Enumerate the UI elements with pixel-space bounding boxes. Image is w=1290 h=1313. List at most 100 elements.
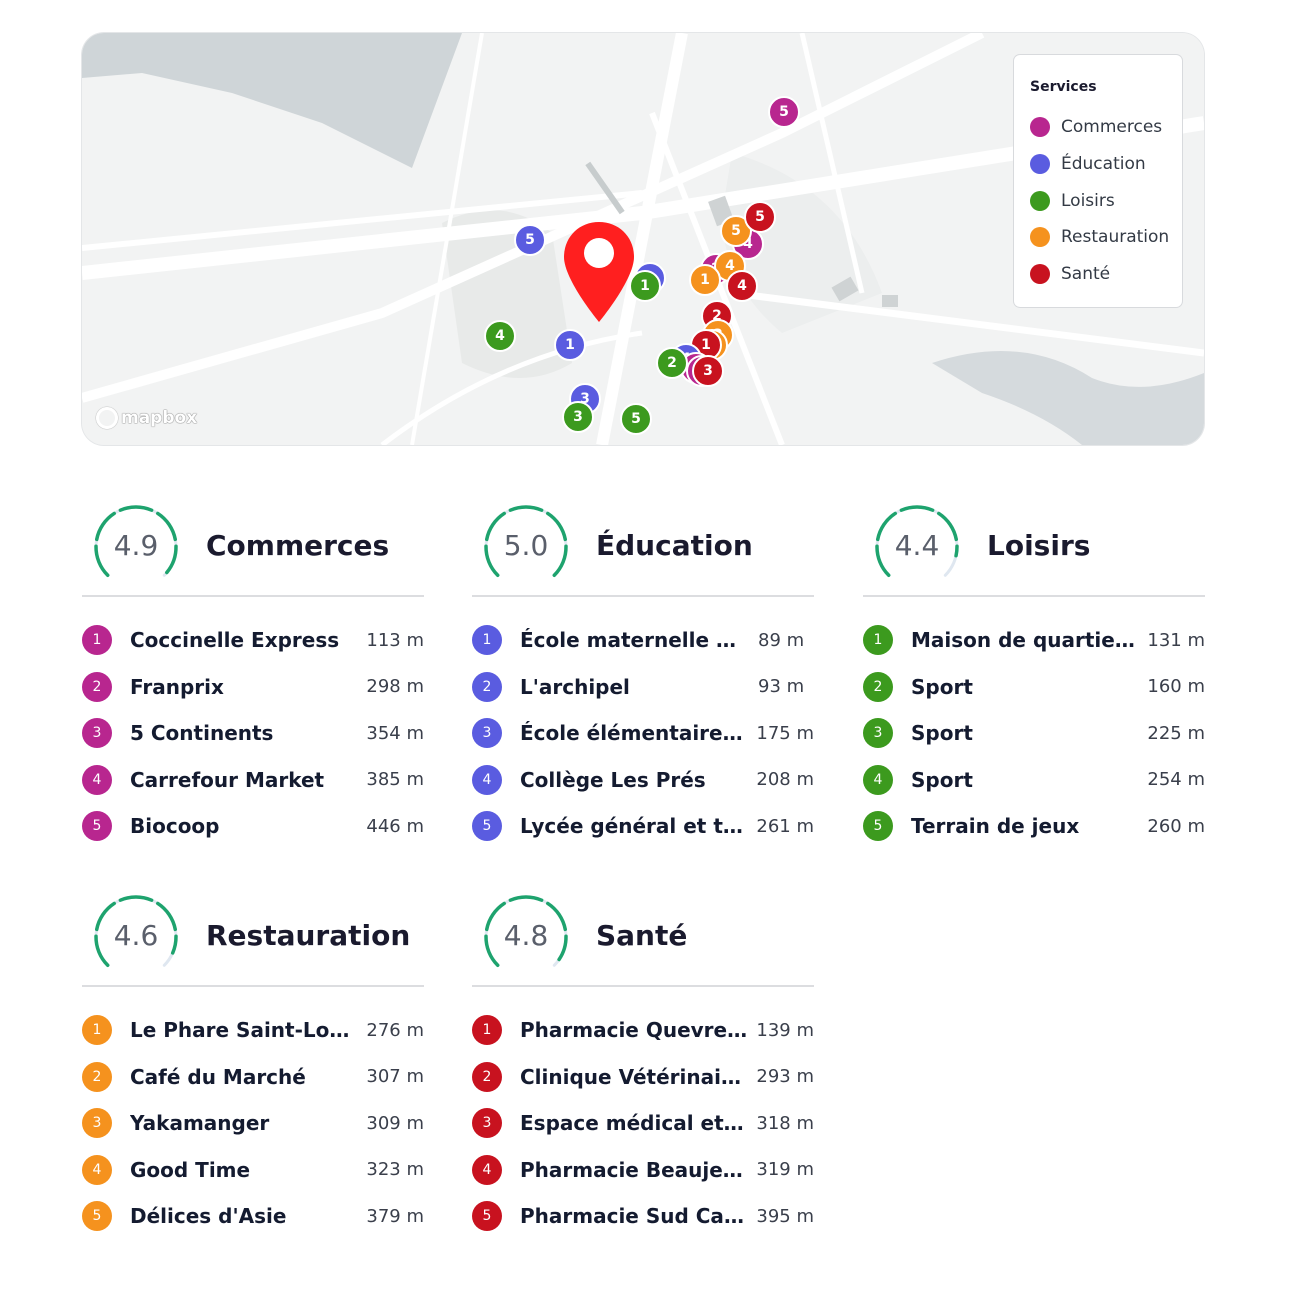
poi-row[interactable]: 5 Biocoop 446 m <box>82 803 424 850</box>
poi-distance: 131 m <box>1147 629 1205 651</box>
poi-list: 1 Pharmacie Quevreux 139 m 2 Clinique Vétéri… <box>472 1007 814 1240</box>
poi-name: Clinique Vétérinaire... <box>520 1064 749 1089</box>
map-marker-sante-3[interactable]: 3 <box>692 355 724 387</box>
legend-dot-sante <box>1030 264 1050 285</box>
poi-distance: 175 m <box>756 722 814 744</box>
map-marker-loisirs-2[interactable]: 2 <box>656 347 688 379</box>
poi-row[interactable]: 5 Lycée général et tec... 261 m <box>472 803 814 850</box>
legend-label: Restauration <box>1061 227 1170 248</box>
category-title: Loisirs <box>987 528 1091 562</box>
poi-row[interactable]: 5 Terrain de jeux 260 m <box>863 803 1205 850</box>
poi-rank-badge: 5 <box>472 1201 502 1232</box>
legend-label: Éducation <box>1061 154 1146 175</box>
score-value: 4.8 <box>503 918 549 952</box>
services-map[interactable]: 5 5 2 1 4 1 3 3 5 4 5 5 2 4 1 4 2 2 3 1 … <box>82 33 1204 445</box>
poi-row[interactable]: 4 Sport 254 m <box>863 757 1205 804</box>
poi-distance: 446 m <box>366 815 424 837</box>
legend-title: Services <box>1030 79 1097 95</box>
poi-row[interactable]: 1 Maison de quartier A... 131 m <box>863 617 1205 664</box>
poi-row[interactable]: 2 Café du Marché 307 m <box>82 1054 424 1101</box>
legend-item-loisirs: Loisirs <box>1030 182 1182 219</box>
poi-rank-badge: 4 <box>472 764 502 795</box>
legend-dot-loisirs <box>1030 190 1050 211</box>
category-title: Commerces <box>206 528 390 562</box>
legend-dot-commerces <box>1030 117 1050 138</box>
score-gauge: 5.0 <box>476 503 576 587</box>
legend-label: Loisirs <box>1061 190 1115 211</box>
poi-rank-badge: 3 <box>863 718 893 749</box>
category-commerces: 4.9 Commerces 1 Coccinelle Express 113 m 2 Fra… <box>82 495 424 850</box>
poi-name: Sport <box>911 674 973 699</box>
map-marker-education-5[interactable]: 5 <box>514 224 546 256</box>
poi-name: Espace médical et d... <box>520 1111 749 1136</box>
poi-distance: 254 m <box>1147 769 1205 791</box>
poi-distance: 379 m <box>366 1205 424 1227</box>
poi-row[interactable]: 5 Délices d'Asie 379 m <box>82 1193 424 1240</box>
poi-rank-badge: 1 <box>82 625 112 656</box>
poi-row[interactable]: 2 Franprix 298 m <box>82 664 424 711</box>
poi-name: Délices d'Asie <box>130 1204 287 1229</box>
poi-name: Le Phare Saint-Louis <box>130 1018 359 1043</box>
poi-name: Coccinelle Express <box>130 628 340 653</box>
map-marker-loisirs-1[interactable]: 1 <box>629 270 661 302</box>
poi-row[interactable]: 3 Sport 225 m <box>863 710 1205 757</box>
poi-row[interactable]: 2 Clinique Vétérinaire... 293 m <box>472 1054 814 1101</box>
poi-row[interactable]: 3 École élémentaire Le... 175 m <box>472 710 814 757</box>
category-title: Restauration <box>206 918 411 952</box>
map-marker-loisirs-3[interactable]: 3 <box>562 401 594 433</box>
poi-rank-badge: 2 <box>863 671 893 702</box>
poi-row[interactable]: 3 Yakamanger 309 m <box>82 1100 424 1147</box>
poi-row[interactable]: 4 Collège Les Prés 208 m <box>472 757 814 804</box>
map-marker-education-1[interactable]: 1 <box>554 329 586 361</box>
poi-row[interactable]: 2 Sport 160 m <box>863 664 1205 711</box>
category-title: Santé <box>596 918 688 952</box>
mapbox-logo[interactable]: mapbox <box>96 407 197 429</box>
poi-name: Yakamanger <box>130 1111 270 1136</box>
poi-row[interactable]: 5 Pharmacie Sud Canal 395 m <box>472 1193 814 1240</box>
poi-row[interactable]: 2 L'archipel 93 m <box>472 664 814 711</box>
poi-distance: 318 m <box>756 1112 814 1134</box>
score-value: 4.9 <box>113 528 159 562</box>
score-gauge-arc <box>484 505 568 578</box>
poi-name: Biocoop <box>130 814 220 839</box>
poi-row[interactable]: 1 Pharmacie Quevreux 139 m <box>472 1007 814 1054</box>
poi-name: Maison de quartier A... <box>911 628 1139 653</box>
poi-row[interactable]: 1 Le Phare Saint-Louis 276 m <box>82 1007 424 1054</box>
poi-distance: 293 m <box>756 1066 814 1088</box>
poi-rank-badge: 4 <box>863 764 893 795</box>
poi-list: 1 École maternelle Sain... 89 m 2 L'archipel… <box>472 617 814 850</box>
poi-distance: 225 m <box>1147 722 1205 744</box>
map-marker-sante-5[interactable]: 5 <box>744 201 776 233</box>
map-marker-restauration-1[interactable]: 1 <box>689 264 721 296</box>
poi-name: Good Time <box>130 1157 251 1182</box>
map-marker-loisirs-5[interactable]: 5 <box>620 403 652 435</box>
score-gauge: 4.4 <box>867 503 967 587</box>
poi-row[interactable]: 1 Coccinelle Express 113 m <box>82 617 424 664</box>
score-value: 5.0 <box>503 528 549 562</box>
poi-distance: 354 m <box>366 722 424 744</box>
poi-rank-badge: 5 <box>82 811 112 842</box>
poi-rank-badge: 4 <box>82 764 112 795</box>
poi-row[interactable]: 3 Espace médical et d... 318 m <box>472 1100 814 1147</box>
category-header: 4.9 Commerces <box>82 495 424 597</box>
poi-name: Terrain de jeux <box>911 814 1080 839</box>
poi-row[interactable]: 4 Carrefour Market 385 m <box>82 757 424 804</box>
poi-name: Carrefour Market <box>130 767 325 792</box>
map-marker-commerces-5[interactable]: 5 <box>768 96 800 128</box>
poi-distance: 276 m <box>366 1019 424 1041</box>
poi-row[interactable]: 1 École maternelle Sain... 89 m <box>472 617 814 664</box>
map-marker-sante-4[interactable]: 4 <box>726 270 758 302</box>
poi-distance: 261 m <box>756 815 814 837</box>
poi-row[interactable]: 4 Pharmacie Beaujean 319 m <box>472 1147 814 1194</box>
poi-row[interactable]: 4 Good Time 323 m <box>82 1147 424 1194</box>
poi-rank-badge: 3 <box>472 1108 502 1139</box>
legend-item-commerces: Commerces <box>1030 109 1182 146</box>
map-pin-icon <box>564 222 634 322</box>
map-marker-loisirs-4[interactable]: 4 <box>484 320 516 352</box>
poi-name: Franprix <box>130 674 224 699</box>
mapbox-logo-icon <box>96 407 118 429</box>
poi-distance: 113 m <box>366 629 424 651</box>
poi-row[interactable]: 3 5 Continents 354 m <box>82 710 424 757</box>
poi-rank-badge: 5 <box>82 1201 112 1232</box>
